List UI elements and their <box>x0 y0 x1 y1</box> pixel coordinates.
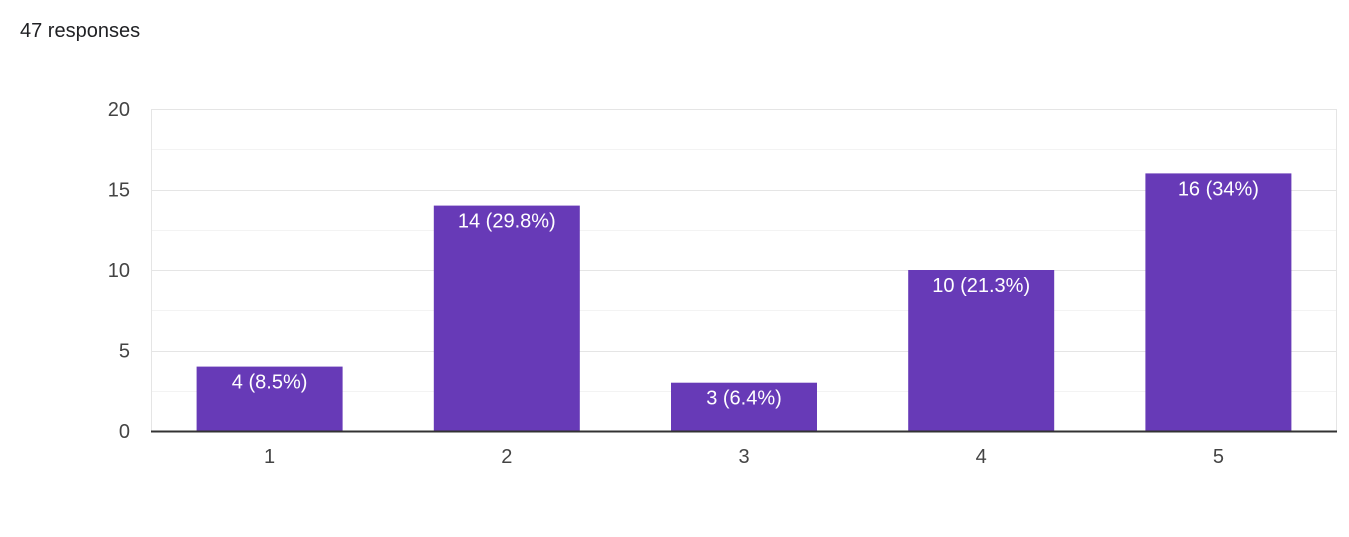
x-tick-label: 4 <box>976 446 987 468</box>
y-tick-label: 5 <box>119 341 130 363</box>
x-tick-label: 1 <box>264 446 275 468</box>
x-tick-label: 2 <box>501 446 512 468</box>
x-tick-label: 3 <box>738 446 749 468</box>
bar-data-label: 10 (21.3%) <box>932 275 1030 297</box>
x-tick-label: 5 <box>1213 446 1224 468</box>
bar <box>908 270 1055 431</box>
y-tick-label: 0 <box>119 421 130 443</box>
bar-data-label: 3 (6.4%) <box>706 388 782 410</box>
bar-data-label: 14 (29.8%) <box>458 211 556 233</box>
y-tick-label: 10 <box>108 260 130 282</box>
bar <box>196 366 343 431</box>
bar <box>671 382 817 431</box>
axes: 0 5 10 15 20 1 2 3 4 5 <box>108 99 1337 468</box>
y-tick-label: 15 <box>108 180 130 202</box>
bar-data-label: 16 (34%) <box>1178 178 1259 200</box>
bar <box>433 205 580 431</box>
y-tick-label: 20 <box>108 99 130 121</box>
bar <box>1145 173 1292 431</box>
responses-count: 47 responses <box>20 20 141 42</box>
bars: 4 (8.5%) 14 (29.8%) 3 (6.4%) 10 (21.3%) 16 (… <box>196 173 1292 431</box>
bar-data-label: 4 (8.5%) <box>232 372 308 394</box>
